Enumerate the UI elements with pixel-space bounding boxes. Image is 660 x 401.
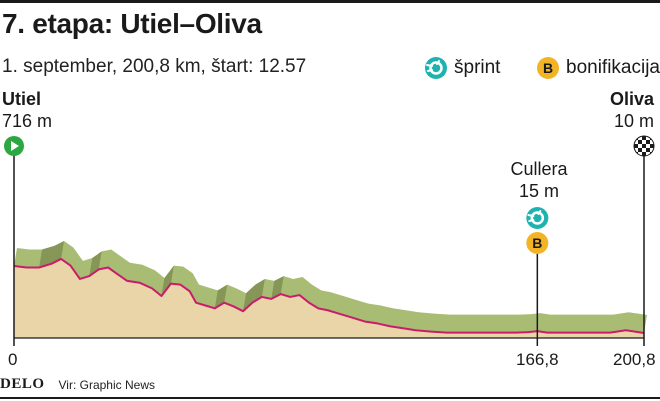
bonus-legend-label: bonifikacija [566,57,660,78]
stage-info: 1. september, 200,8 km, štart: 12.57 [2,56,307,77]
finish-location: Oliva 10 m [610,88,654,132]
legend-bonus: B bonifikacija [536,56,660,80]
terrain-front-area [14,258,644,338]
start-name: Utiel [2,89,42,109]
bottom-rule [0,397,660,399]
terrain-ridge-shade [243,284,256,312]
finish-elevation: 10 m [613,111,654,131]
checkpoint-name: Cullera [510,159,568,179]
page-title: 7. etapa: Utiel–Oliva [2,8,262,39]
terrain-side-area [14,240,647,334]
sprint-icon [425,57,447,79]
bonus-icon-letter: B [543,60,553,76]
terrain-ridge-shade [39,245,55,268]
route-line [13,257,645,335]
bonus-icon: B [537,57,559,79]
checkpoint-elevation: 15 m [518,181,560,201]
legend-sprint: šprint [424,56,500,80]
start-marker [4,136,24,156]
tick-label-checkpoint: 166,8 [516,350,559,369]
terrain-ridge-shade [161,265,174,296]
start-location: Utiel 716 m [2,88,52,132]
checkpoint-bonus-letter: B [532,235,542,251]
sprint-legend-label: šprint [454,57,501,78]
top-rule [0,0,660,3]
brand-logo: DELO [0,376,45,392]
play-icon [11,141,19,151]
finish-flag-icon [633,135,655,157]
tick-label-start: 0 [8,350,18,369]
checkpoint-location: Cullera 15 m [500,158,578,202]
start-elevation: 716 m [2,111,53,131]
tick-label-finish: 200,8 [613,350,656,369]
source-credit: Vir: Graphic News [58,377,155,392]
finish-name: Oliva [609,89,654,109]
checkpoint-sprint-icon [526,207,549,229]
terrain-ridge-shade [89,251,102,277]
checkpoint-bonus-icon: B [526,232,549,254]
footer: DELO Vir: Graphic News [0,376,155,393]
